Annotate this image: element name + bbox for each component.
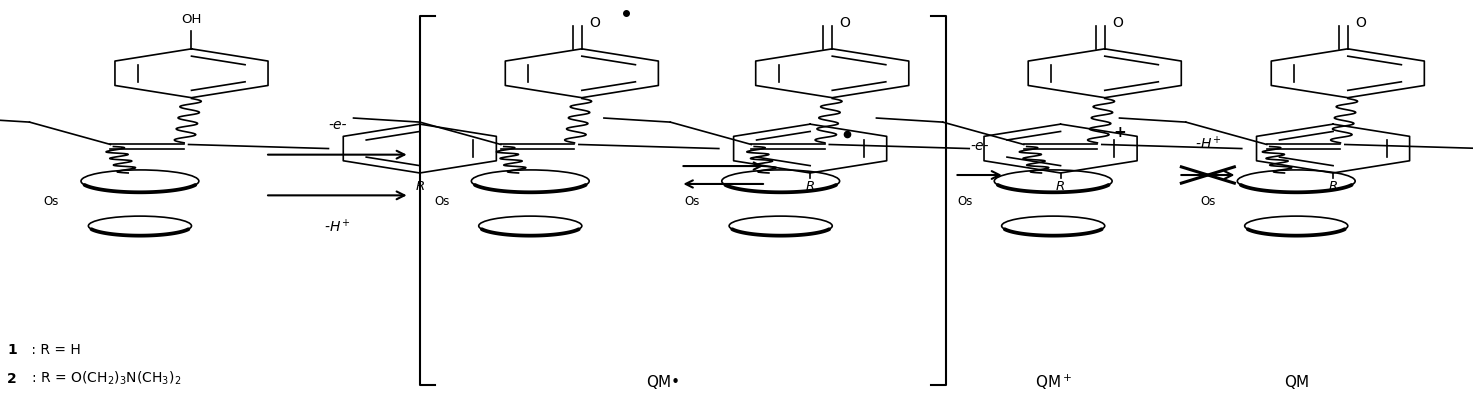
Text: 1: 1 [7,343,18,357]
Text: R: R [1329,180,1337,193]
Text: R: R [1056,180,1065,193]
Text: Os: Os [957,195,972,208]
Text: : R = H: : R = H [27,343,80,357]
Text: OH: OH [181,13,202,26]
Text: -e-: -e- [971,139,988,153]
Text: QM•: QM• [645,375,681,390]
Text: R: R [806,180,815,193]
Text: -H$^+$: -H$^+$ [1195,135,1221,153]
Text: 2: 2 [7,372,18,385]
Text: -H$^+$: -H$^+$ [324,218,351,235]
Text: O: O [589,16,600,30]
Text: -e-: -e- [328,118,346,132]
Text: O: O [1112,16,1122,30]
Text: R: R [415,180,424,193]
Text: QM: QM [1283,375,1309,390]
Text: : R = O(CH$_2$)$_3$N(CH$_3$)$_2$: : R = O(CH$_2$)$_3$N(CH$_3$)$_2$ [27,370,181,387]
Text: Os: Os [1200,195,1215,208]
Text: QM$^+$: QM$^+$ [1034,373,1072,392]
Text: Os: Os [44,195,59,208]
Text: O: O [1355,16,1365,30]
Text: Os: Os [435,195,449,208]
Text: Os: Os [685,195,700,208]
Text: O: O [840,16,850,30]
Text: +: + [1114,125,1125,140]
